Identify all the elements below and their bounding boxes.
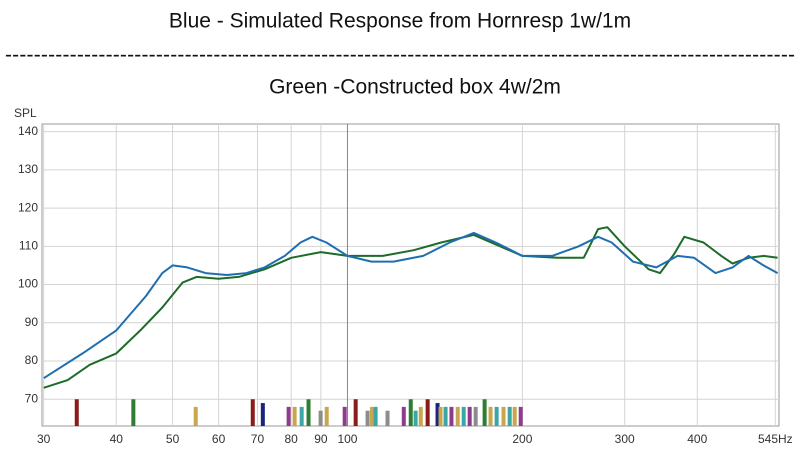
x-tick-label: 30 <box>37 432 51 446</box>
y-tick-label: 100 <box>18 277 38 291</box>
separator: ----------------------------------------… <box>5 44 795 67</box>
y-tick-label: 90 <box>25 315 39 329</box>
marker-bar <box>250 399 255 426</box>
x-tick-label: 200 <box>512 432 532 446</box>
marker-bar <box>455 406 460 426</box>
marker-bar <box>299 406 304 426</box>
x-tick-label: 60 <box>212 432 226 446</box>
marker-bar <box>512 406 517 426</box>
x-tick-label: 100 <box>337 432 357 446</box>
y-axis-label: SPL <box>14 106 37 120</box>
y-tick-label: 80 <box>25 353 39 367</box>
marker-bar <box>425 399 430 426</box>
marker-bar <box>507 406 512 426</box>
marker-bar <box>518 406 523 426</box>
marker-bar <box>473 406 478 426</box>
marker-bar <box>318 410 323 426</box>
marker-bar <box>449 406 454 426</box>
marker-bar <box>413 410 418 426</box>
marker-bar <box>438 406 443 426</box>
marker-bar <box>131 399 136 426</box>
x-tick-label: 50 <box>166 432 180 446</box>
x-tick-label: 40 <box>110 432 124 446</box>
y-tick-label: 140 <box>18 124 38 138</box>
x-tick-label: 300 <box>615 432 635 446</box>
chart-subtitle: Green -Constructed box 4w/2m <box>269 76 561 99</box>
series-line <box>43 226 778 389</box>
y-tick-label: 130 <box>18 162 38 176</box>
marker-bar <box>401 406 406 426</box>
marker-bar <box>488 406 493 426</box>
marker-bar <box>435 403 440 426</box>
x-tick-label: 400 <box>687 432 707 446</box>
marker-bar <box>286 406 291 426</box>
marker-bar <box>385 410 390 426</box>
marker-bar <box>443 406 448 426</box>
marker-bar <box>292 406 297 426</box>
marker-bar <box>74 399 79 426</box>
marker-bar <box>324 406 329 426</box>
marker-bar <box>342 406 347 426</box>
x-tick-label: 545Hz <box>758 432 793 446</box>
marker-bar <box>418 406 423 426</box>
marker-bar <box>306 399 311 426</box>
plot-area <box>41 123 780 427</box>
y-tick-label: 70 <box>25 391 39 405</box>
marker-bar <box>365 410 370 426</box>
marker-bar <box>193 406 198 426</box>
chart-title: Blue - Simulated Response from Hornresp … <box>169 10 631 33</box>
marker-bar <box>461 406 466 426</box>
marker-bar <box>482 399 487 426</box>
x-tick-label: 70 <box>251 432 265 446</box>
marker-bar <box>467 406 472 426</box>
marker-bar <box>501 406 506 426</box>
marker-bar <box>373 406 378 426</box>
y-tick-label: 110 <box>19 239 38 253</box>
x-tick-label: 90 <box>314 432 328 446</box>
marker-bar <box>260 403 265 426</box>
marker-bar <box>494 406 499 426</box>
marker-bar <box>353 399 358 426</box>
x-tick-label: 80 <box>284 432 298 446</box>
y-tick-label: 120 <box>18 200 38 214</box>
series-line <box>43 231 779 380</box>
marker-bar <box>369 406 374 426</box>
marker-bar <box>408 399 413 426</box>
